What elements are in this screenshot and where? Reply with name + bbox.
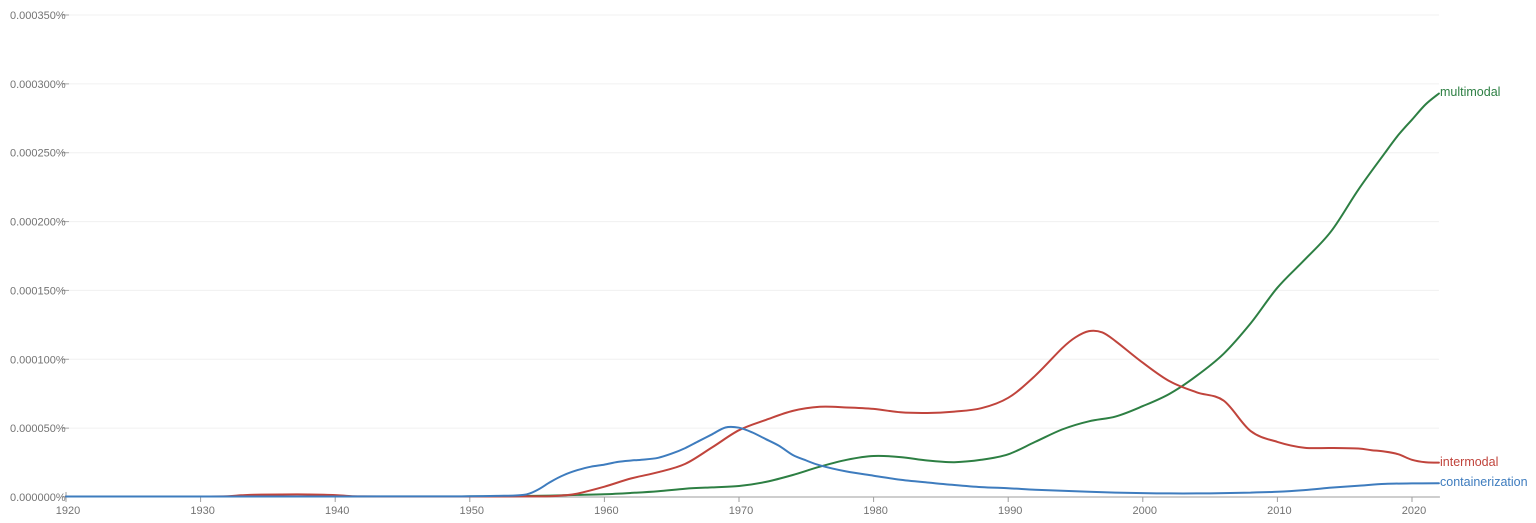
series-line-intermodal[interactable] [65, 329, 1440, 498]
y-tick-label: 0.000000% [10, 492, 66, 504]
y-tick-label: 0.000300% [10, 79, 66, 91]
x-tick-label: 1970 [729, 505, 753, 517]
x-tick-label: 2010 [1267, 505, 1291, 517]
x-tick-label: 1980 [863, 505, 887, 517]
series-line-multimodal[interactable] [65, 92, 1440, 498]
series-label-intermodal[interactable]: intermodal [1440, 454, 1499, 469]
y-tick-label: 0.000150% [10, 285, 66, 297]
y-tick-label: 0.000250% [10, 148, 66, 160]
series-label-multimodal[interactable]: multimodal [1440, 85, 1501, 100]
x-tick-label: 1950 [460, 505, 484, 517]
x-tick-label: 1920 [56, 505, 80, 517]
x-tick-label: 1940 [325, 505, 349, 517]
x-tick-label: 2020 [1402, 505, 1426, 517]
series-label-containerization[interactable]: containerization [1440, 475, 1528, 490]
x-tick-label: 1990 [998, 505, 1022, 517]
x-tick-label: 1930 [190, 505, 214, 517]
x-tick-label: 2000 [1133, 505, 1157, 517]
y-tick-label: 0.000350% [10, 10, 66, 22]
y-tick-label: 0.000200% [10, 217, 66, 229]
x-tick-label: 1960 [594, 505, 618, 517]
series-line-containerization[interactable] [65, 425, 1440, 498]
y-tick-label: 0.000050% [10, 423, 66, 435]
y-tick-label: 0.000100% [10, 354, 66, 366]
